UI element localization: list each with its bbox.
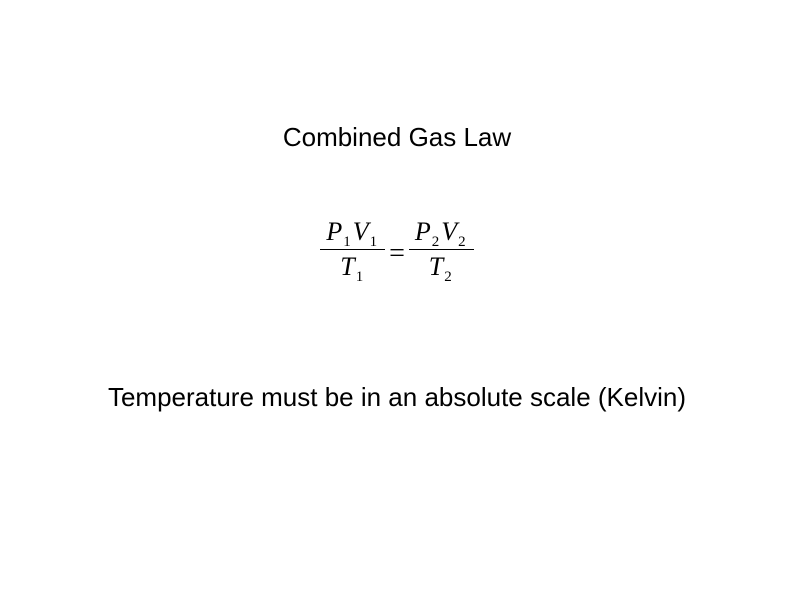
- p2-var: P: [415, 217, 431, 247]
- p1-var: P: [326, 217, 342, 247]
- slide-title: Combined Gas Law: [0, 122, 794, 153]
- v2-sub: 2: [458, 234, 466, 251]
- right-numerator: P 2 V 2: [409, 215, 474, 249]
- combined-gas-law-equation: P 1 V 1 T 1 = P 2 V 2 T 2: [0, 215, 794, 284]
- v2-var: V: [441, 217, 457, 247]
- t1-sub: 1: [356, 269, 364, 286]
- v1-var: V: [353, 217, 369, 247]
- temperature-note: Temperature must be in an absolute scale…: [0, 382, 794, 413]
- left-numerator: P 1 V 1: [320, 215, 385, 249]
- p1-sub: 1: [343, 234, 351, 251]
- t1-var: T: [340, 252, 354, 282]
- right-denominator: T 2: [423, 250, 460, 284]
- v1-sub: 1: [370, 234, 378, 251]
- left-fraction: P 1 V 1 T 1: [320, 215, 385, 284]
- right-fraction: P 2 V 2 T 2: [409, 215, 474, 284]
- equals-sign: =: [389, 230, 405, 270]
- p2-sub: 2: [432, 234, 440, 251]
- left-denominator: T 1: [334, 250, 371, 284]
- t2-sub: 2: [444, 269, 452, 286]
- t2-var: T: [429, 252, 443, 282]
